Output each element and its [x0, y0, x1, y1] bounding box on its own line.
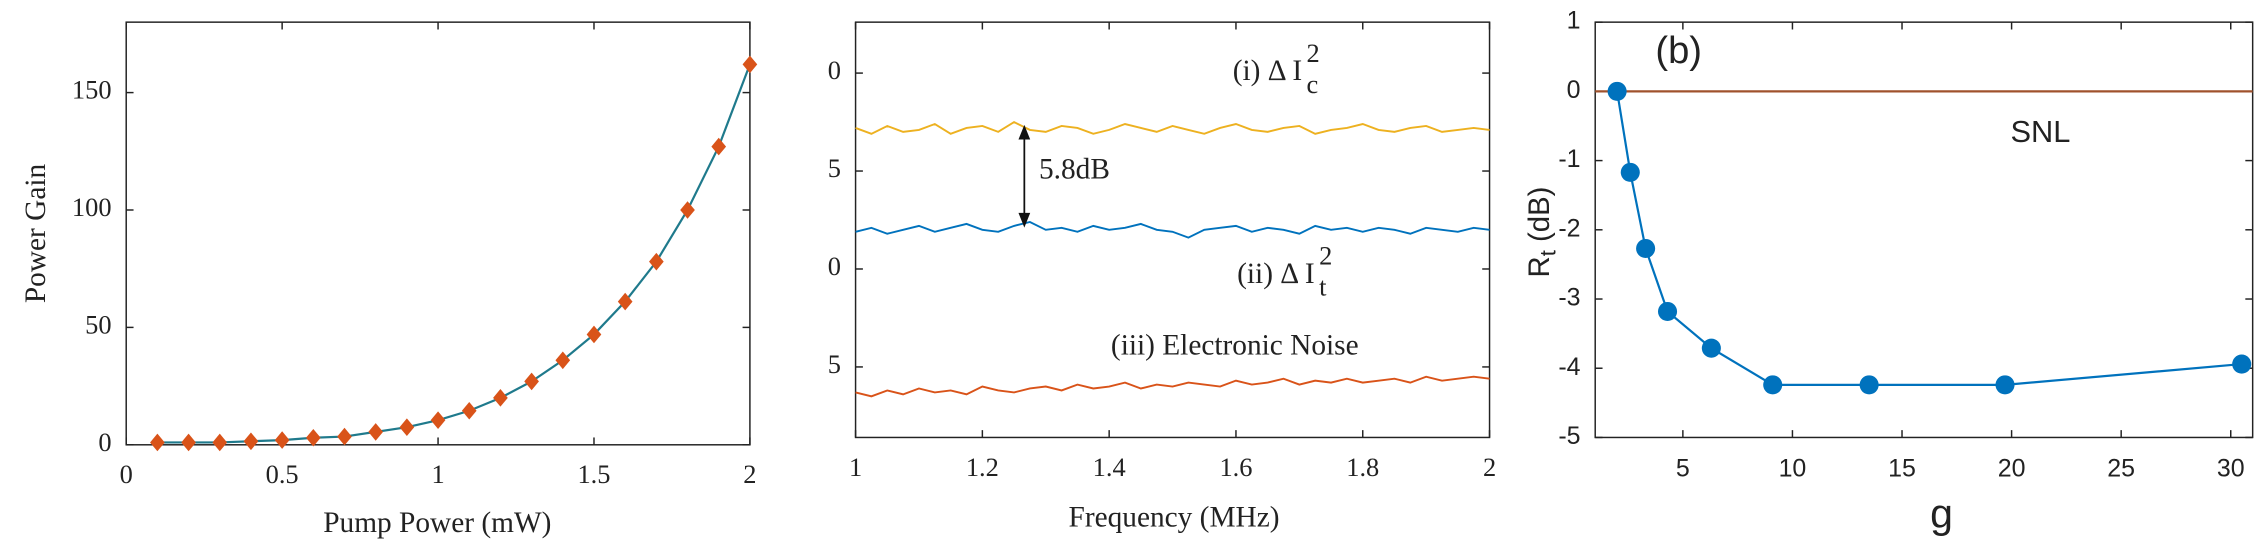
marker: [150, 433, 165, 452]
marker: [274, 431, 290, 449]
marker: [524, 372, 539, 391]
y-tick-label: 150: [72, 75, 112, 105]
x-tick-label: 5: [1676, 454, 1690, 482]
y-tick-label: 1: [1567, 7, 1581, 35]
plot-frame: [125, 21, 751, 446]
marker: [1620, 162, 1640, 182]
y-tick-label: -2: [1558, 214, 1580, 242]
annotation: (b): [1655, 29, 1702, 72]
y-tick-label: 50: [85, 309, 111, 339]
arrow-head: [1018, 212, 1031, 228]
x-tick-label: 2: [743, 459, 756, 489]
marker: [212, 433, 228, 452]
y-tick-label: 5: [828, 153, 841, 183]
x-tick-label: 2: [1483, 452, 1496, 482]
marker: [2232, 354, 2252, 374]
annotation: (iii) Electronic Noise: [1111, 330, 1359, 362]
marker: [711, 137, 727, 156]
series-line: [855, 120, 1490, 135]
y-axis-label: Power Gain: [20, 163, 52, 303]
annotation: (ii) Δ I: [1237, 258, 1315, 290]
marker: [1657, 301, 1678, 322]
series-line: [157, 64, 751, 444]
x-tick-label: 1.2: [966, 452, 999, 482]
annotation-subscript: c: [1307, 69, 1319, 99]
marker: [368, 423, 384, 441]
y-axis-label: Rt (dB): [1523, 187, 1561, 278]
panel: 0 0.5 1 1.5 2 0 50 100 150 Pump Power (mW) Power G…: [20, 21, 758, 539]
marker: [1701, 338, 1721, 358]
panel: 5 10 15 20 25 30 -5 -4 -3 -2 -1 0 1 SNL g Rt (dB) (b): [1523, 7, 2254, 537]
marker: [1763, 375, 1783, 395]
x-axis-label: g: [1930, 491, 1953, 537]
y-tick-label: 0: [828, 251, 841, 281]
x-axis-label: Frequency (MHz): [1069, 501, 1280, 533]
x-tick-label: 0: [120, 459, 133, 489]
marker: [181, 433, 196, 452]
y-tick-label: 0: [828, 55, 841, 85]
y-tick-label: 100: [72, 192, 112, 222]
marker: [617, 292, 633, 311]
marker: [742, 55, 758, 74]
series-line: [855, 220, 1490, 239]
marker: [1995, 375, 2015, 395]
reference-label: SNL: [2011, 114, 2071, 149]
marker: [680, 201, 695, 219]
marker: [399, 418, 415, 436]
plot-frame: [1594, 21, 2254, 439]
annotation-superscript: 2: [1307, 38, 1320, 68]
x-tick-label: 1.6: [1219, 452, 1252, 482]
x-tick-label: 0.5: [266, 459, 299, 489]
series-line: [855, 375, 1490, 398]
marker: [586, 325, 602, 344]
y-axis-label-part: R: [1523, 256, 1556, 277]
y-tick-label: 0: [98, 427, 111, 457]
x-tick-label: 10: [1779, 454, 1807, 482]
marker: [305, 428, 321, 447]
y-tick-label: -3: [1558, 284, 1580, 312]
marker: [243, 432, 259, 451]
x-tick-label: 1: [849, 452, 862, 482]
marker: [493, 389, 508, 407]
x-tick-label: 1.5: [577, 459, 610, 489]
y-tick-label: 5: [828, 349, 841, 379]
arrow-head: [1018, 124, 1031, 140]
x-tick-label: 25: [2107, 454, 2135, 482]
x-tick-label: 15: [1888, 454, 1916, 482]
annotation: (i) Δ I: [1233, 55, 1302, 87]
panel: 1 1.2 1.4 1.6 1.8 2 5 0 5 0 Frequency (MHz) (i) Δ I…: [828, 21, 1496, 533]
annotation-subscript: t: [1319, 271, 1327, 301]
annotation: 5.8dB: [1039, 154, 1110, 186]
marker: [555, 351, 571, 370]
y-tick-label: -5: [1558, 422, 1580, 450]
marker: [337, 427, 352, 446]
y-tick-label: -4: [1558, 353, 1580, 381]
y-axis-label-subscript: t: [1536, 250, 1561, 256]
marker: [1607, 81, 1627, 101]
y-axis-label-part: (dB): [1523, 187, 1556, 251]
marker: [461, 401, 477, 420]
x-tick-label: 1.8: [1346, 452, 1379, 482]
marker: [430, 411, 446, 429]
marker: [649, 252, 664, 271]
x-tick-label: 30: [2217, 454, 2245, 482]
y-tick-label: -1: [1558, 145, 1580, 173]
x-axis-label: Pump Power (mW): [323, 507, 551, 539]
marker: [1859, 375, 1879, 395]
x-tick-label: 1.4: [1093, 452, 1126, 482]
x-tick-label: 1: [431, 459, 444, 489]
x-tick-label: 20: [1998, 454, 2026, 482]
annotation-superscript: 2: [1319, 240, 1332, 270]
y-tick-label: 0: [1567, 76, 1581, 104]
marker: [1636, 238, 1656, 259]
